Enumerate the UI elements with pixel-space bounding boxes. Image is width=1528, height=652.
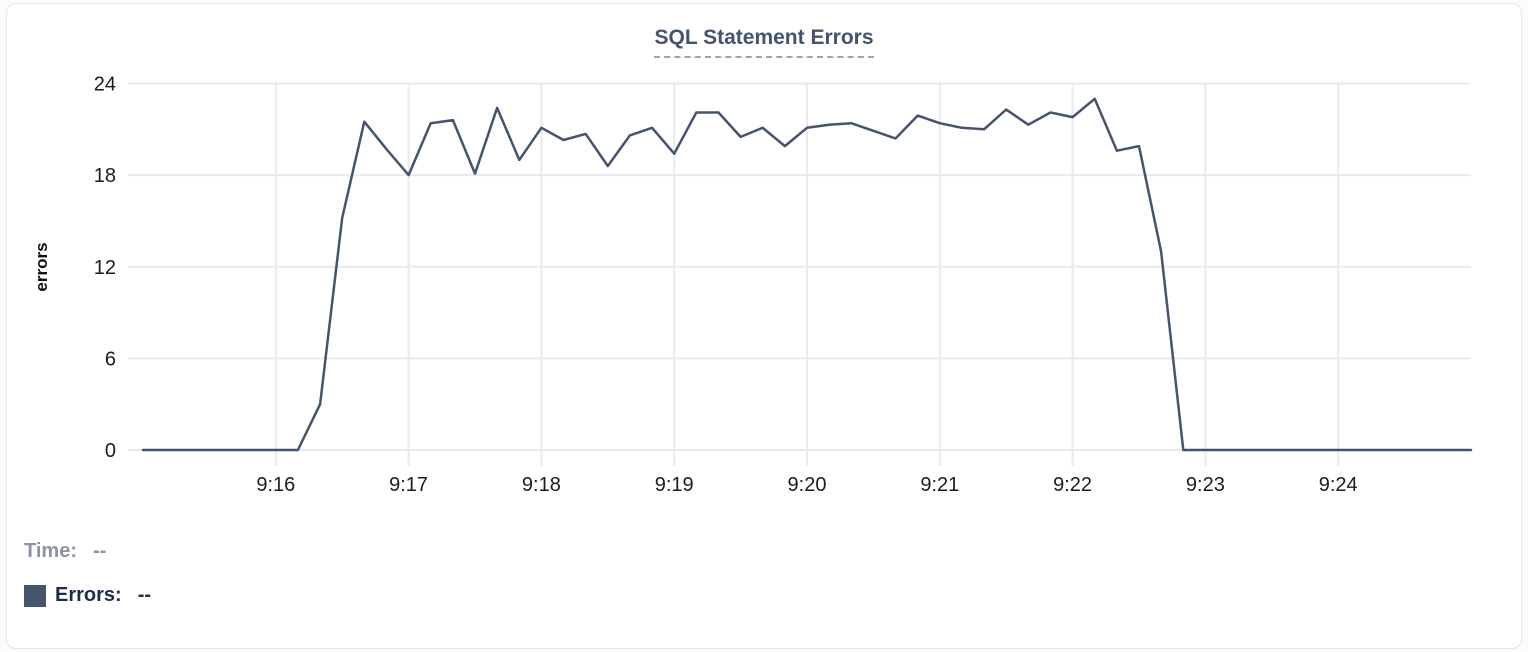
- x-tick-label: 9:22: [1053, 474, 1092, 496]
- errors-label: Errors:: [55, 584, 122, 606]
- x-tick-label: 9:18: [522, 474, 561, 496]
- tooltip-time-row: Time: --: [24, 540, 106, 563]
- chart-header: SQL Statement Errors: [0, 26, 1528, 58]
- errors-series-swatch: [24, 584, 46, 607]
- y-tick-label: 12: [94, 257, 116, 279]
- sql-statement-errors-chart[interactable]: 0 6 12 18 24 9:16 9:17 9:18 9:19 9:20 9:21 9:22 9:23…: [0, 0, 1528, 520]
- time-value: --: [92, 540, 107, 562]
- errors-value: --: [137, 584, 152, 606]
- x-tick-label: 9:21: [920, 474, 959, 496]
- chart-card: [6, 3, 1522, 649]
- chart-title[interactable]: SQL Statement Errors: [654, 26, 874, 58]
- tooltip-errors-row: Errors: --: [24, 584, 151, 607]
- y-tick-label: 24: [94, 74, 116, 96]
- y-tick-label: 18: [94, 165, 116, 187]
- x-tick-label: 9:24: [1319, 474, 1358, 496]
- y-tick-label: 0: [105, 440, 116, 462]
- x-tick-label: 9:19: [655, 474, 694, 496]
- x-tick-label: 9:20: [788, 474, 827, 496]
- x-tick-label: 9:16: [256, 474, 295, 496]
- x-tick-label: 9:23: [1186, 474, 1225, 496]
- y-axis-label: errors: [32, 242, 51, 291]
- x-tick-label: 9:17: [389, 474, 428, 496]
- y-tick-label: 6: [105, 348, 116, 370]
- errors-series-line: [141, 97, 1473, 452]
- time-label: Time:: [24, 540, 77, 562]
